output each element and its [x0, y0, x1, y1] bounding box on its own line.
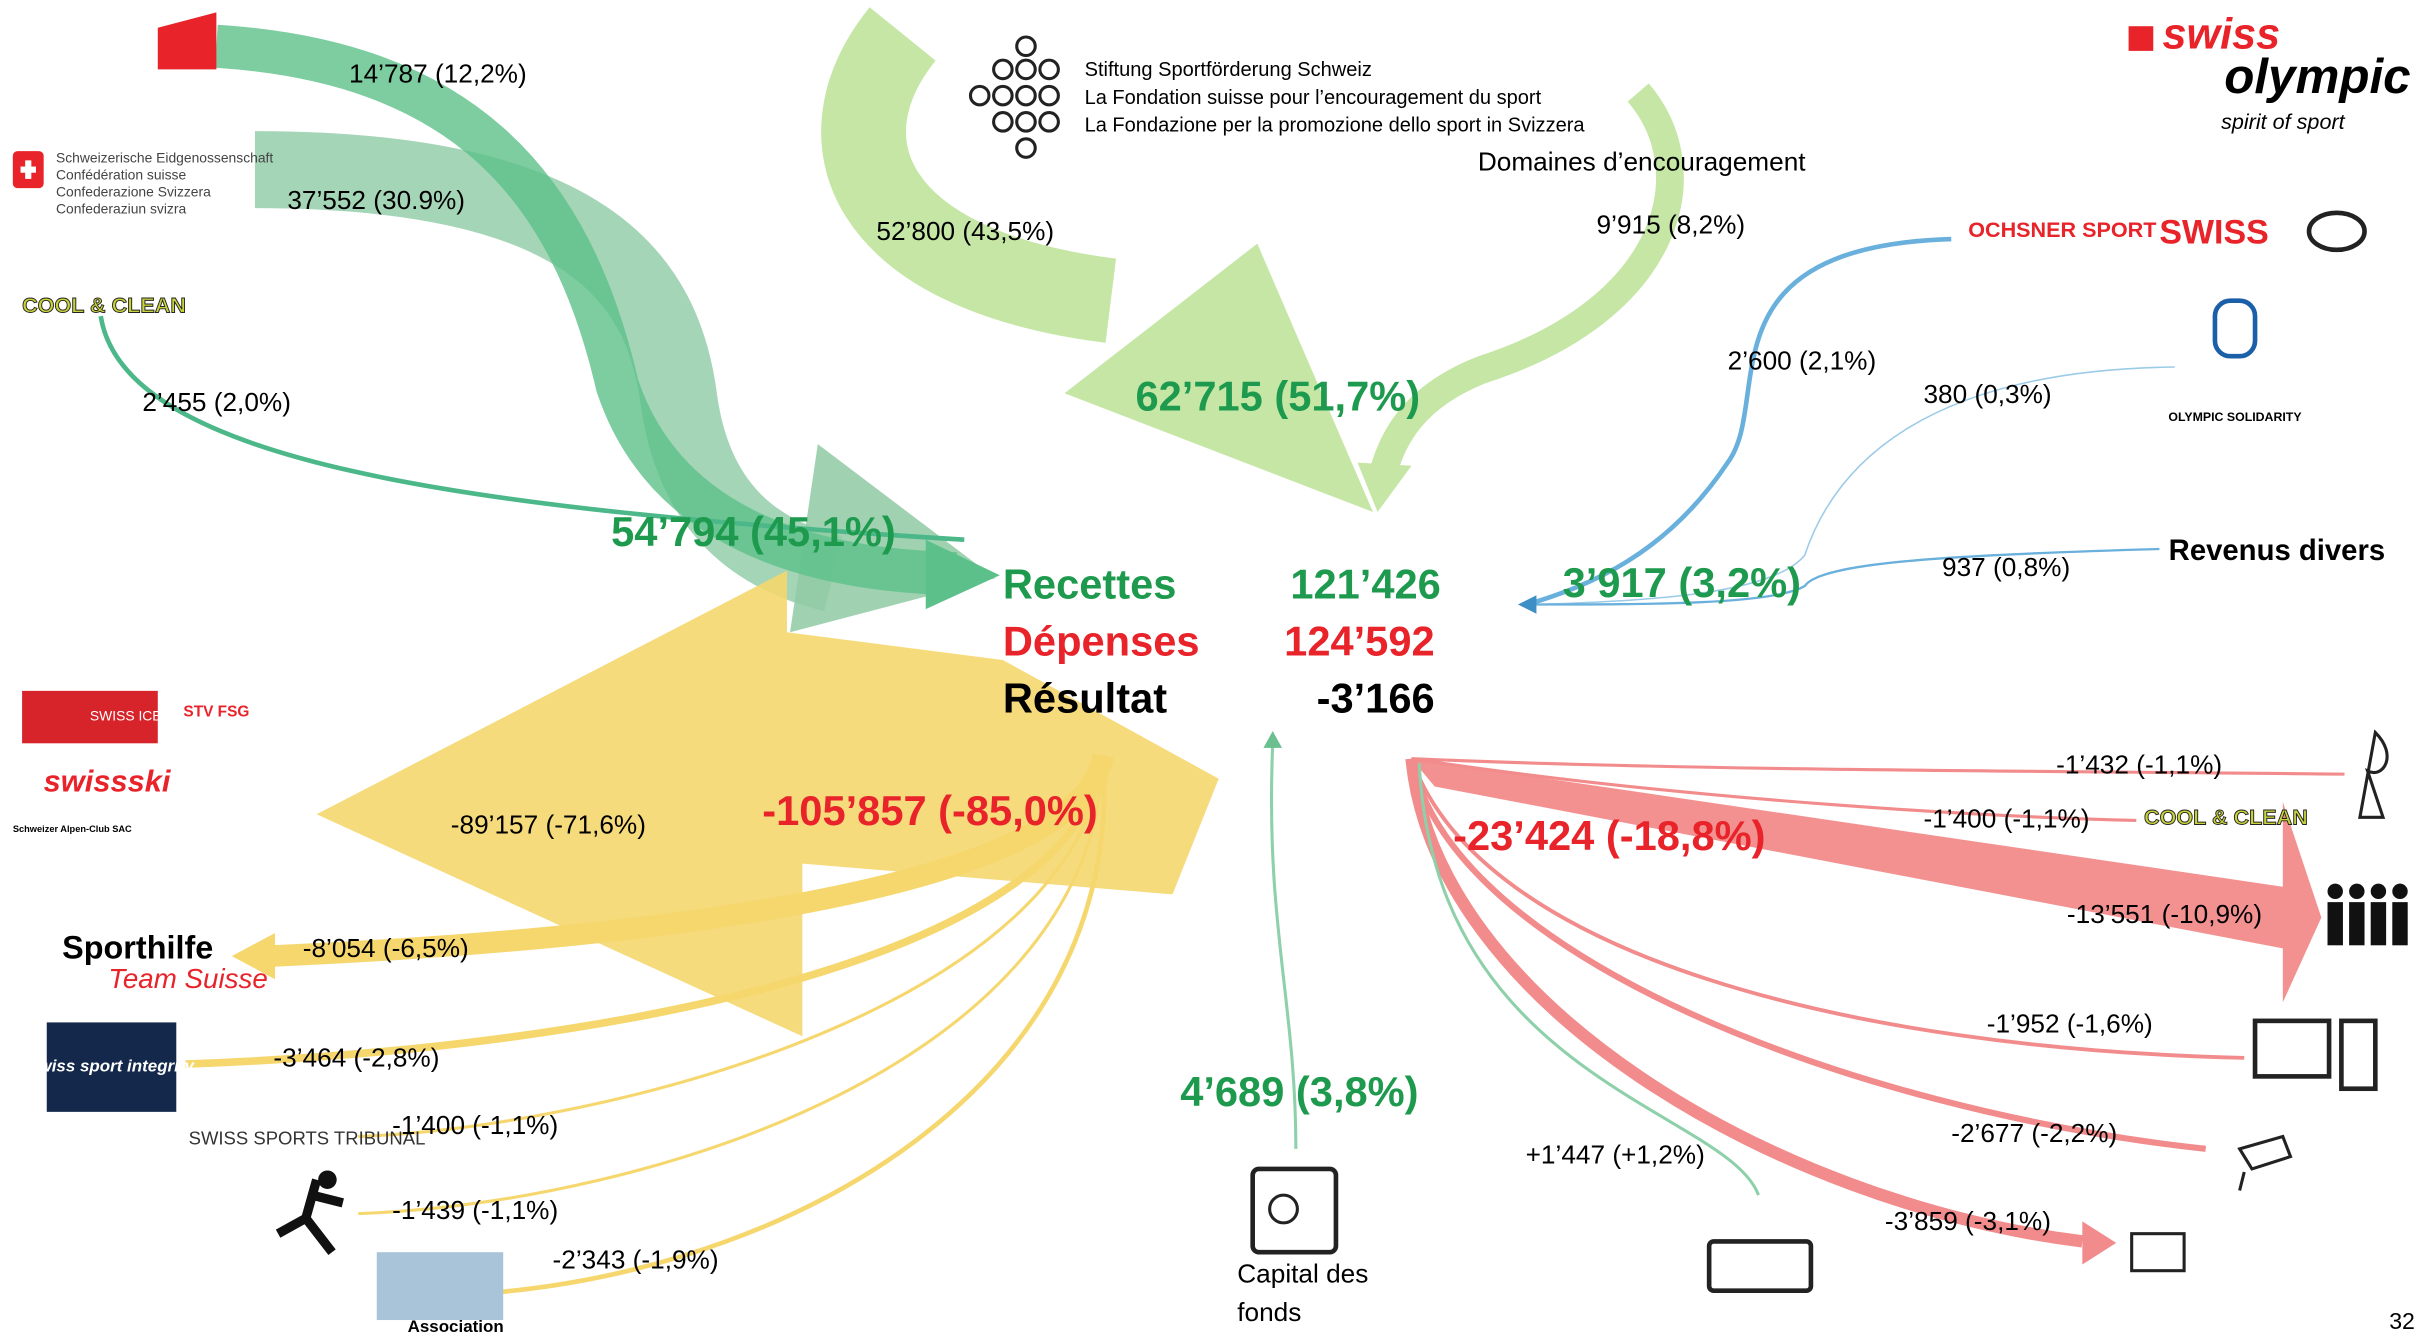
operations-total: -23’424 (-18,8%)	[1453, 812, 1765, 859]
icon-computer	[2255, 1021, 2329, 1077]
arrow-head	[2082, 1221, 2116, 1264]
diagram: 14’787 (12,2%) Schweizerische Eidgenosse…	[0, 0, 2419, 1337]
logo-cool-clean: COOL & CLEAN	[2144, 805, 2308, 830]
amount: -1’400 (-1,1%)	[392, 1110, 558, 1140]
confed-line: Schweizerische Eidgenossenschaft	[56, 149, 273, 165]
amount: -1’432 (-1,1%)	[2056, 749, 2222, 779]
logo-olympic-office	[158, 12, 217, 69]
foundation-line: La Fondation suisse pour l’encouragement…	[1085, 87, 1542, 109]
logo-cool-clean: COOL & CLEAN	[22, 293, 186, 318]
amount: 52’800 (43,5%)	[876, 216, 1054, 246]
summary-label: Dépenses	[1003, 618, 1200, 665]
amount: -3’464 (-2,8%)	[273, 1042, 439, 1072]
icon-factory	[2132, 1234, 2184, 1271]
other-total: 3’917 (3,2%)	[1563, 559, 1801, 606]
income-total: 54’794 (45,1%)	[611, 508, 896, 555]
summary-value: 124’592	[1284, 618, 1434, 665]
amount: -13’551 (-10,9%)	[2067, 899, 2262, 929]
logo-association	[377, 1252, 503, 1320]
amount: 9’915 (8,2%)	[1597, 210, 1746, 240]
label: Association	[408, 1317, 504, 1336]
icon-torch	[2360, 732, 2387, 817]
safe-dial	[1270, 1195, 1298, 1223]
athlete-head	[318, 1170, 337, 1189]
page: { "income": { "total": "54’794 (45,1%)",…	[0, 0, 2419, 1337]
confed-line: Confédération suisse	[56, 166, 186, 182]
cross	[25, 160, 31, 179]
arrow-head	[1263, 731, 1282, 748]
foundation-line: La Fondazione per la promozione dello sp…	[1085, 115, 1586, 137]
logo-teamsuisse: Team Suisse	[108, 963, 267, 994]
foundation-total: 62’715 (51,7%)	[1135, 372, 1420, 419]
amount: -89’157 (-71,6%)	[451, 809, 646, 839]
amount: 2’455 (2,0%)	[142, 387, 291, 417]
summary-value: 121’426	[1290, 561, 1440, 608]
logo-solidarity: OLYMPIC SOLIDARITY	[2168, 410, 2302, 424]
amount: -1’952 (-1,6%)	[1987, 1008, 2153, 1038]
logo-integrity: swiss sport integrity	[29, 1057, 195, 1076]
icon-media	[2240, 1137, 2291, 1191]
logo-stv: STV FSG	[183, 704, 249, 721]
toyota-logo	[2309, 213, 2365, 250]
icon-safe	[1253, 1169, 1336, 1252]
amount: -3’859 (-3,1%)	[1885, 1206, 2051, 1236]
brand-olympic: olympic	[2224, 49, 2410, 104]
amount: -1’400 (-1,1%)	[1923, 803, 2089, 833]
federations-total: -105’857 (-85,0%)	[762, 787, 1097, 834]
summary-value: -3’166	[1317, 675, 1435, 722]
foundation-logo	[970, 37, 1058, 157]
logo-sac: Schweizer Alpen-Club SAC	[13, 824, 132, 834]
label: Revenus divers	[2169, 534, 2385, 567]
amount: -1’439 (-1,1%)	[392, 1195, 558, 1225]
page-number: 32	[2389, 1308, 2415, 1334]
label: Domaines d’encouragement	[1478, 146, 1806, 176]
logo-ochsner: OCHSNER SPORT	[1968, 217, 2156, 242]
arrow-head	[1518, 595, 1537, 614]
logo-tribunal: SWISS SPORTS TRIBUNAL	[189, 1128, 426, 1149]
texts: 14’787 (12,2%) Schweizerische Eidgenosse…	[13, 10, 2415, 1336]
amount: 37’552 (30.9%)	[287, 185, 465, 215]
summary-label: Résultat	[1003, 675, 1167, 722]
arrow-head	[926, 540, 1000, 609]
amount: +1’447 (+1,2%)	[1526, 1139, 1705, 1169]
amount: 937 (0,8%)	[1942, 552, 2070, 582]
icon-athlete	[278, 1180, 343, 1252]
foundation-line: Stiftung Sportförderung Schweiz	[1085, 59, 1372, 81]
expense-flows	[186, 571, 2345, 1293]
amount: 380 (0,3%)	[1923, 379, 2051, 409]
logo-swiss: SWISS	[2159, 213, 2268, 251]
logo-sporthilfe: Sporthilfe	[62, 929, 213, 965]
amount: 2’600 (2,1%)	[1728, 345, 1877, 375]
icon-people	[2328, 884, 2408, 946]
solidarity-logo	[2215, 301, 2255, 357]
amount: -8’054 (-6,5%)	[303, 933, 469, 963]
summary-label: Recettes	[1003, 561, 1177, 608]
flow-foundation	[864, 34, 1111, 301]
flow-operations	[1412, 759, 2322, 1003]
icon-money	[1709, 1241, 1811, 1290]
logo-swissski: swissski	[44, 764, 172, 799]
brand-tagline: spirit of sport	[2221, 109, 2346, 134]
amount: -2’677 (-2,2%)	[1951, 1118, 2117, 1148]
confed-line: Confederazione Svizzera	[56, 183, 211, 199]
icon-server	[2341, 1021, 2375, 1089]
amount: 14’787 (12,2%)	[349, 58, 527, 88]
flow-sponsors	[1527, 239, 1951, 604]
swiss-olympic-flag	[2129, 26, 2154, 51]
amount: -2’343 (-1,9%)	[553, 1244, 719, 1274]
funds-amount: 4’689 (3,8%)	[1180, 1068, 1418, 1115]
confed-line: Confederaziun svizra	[56, 200, 186, 216]
